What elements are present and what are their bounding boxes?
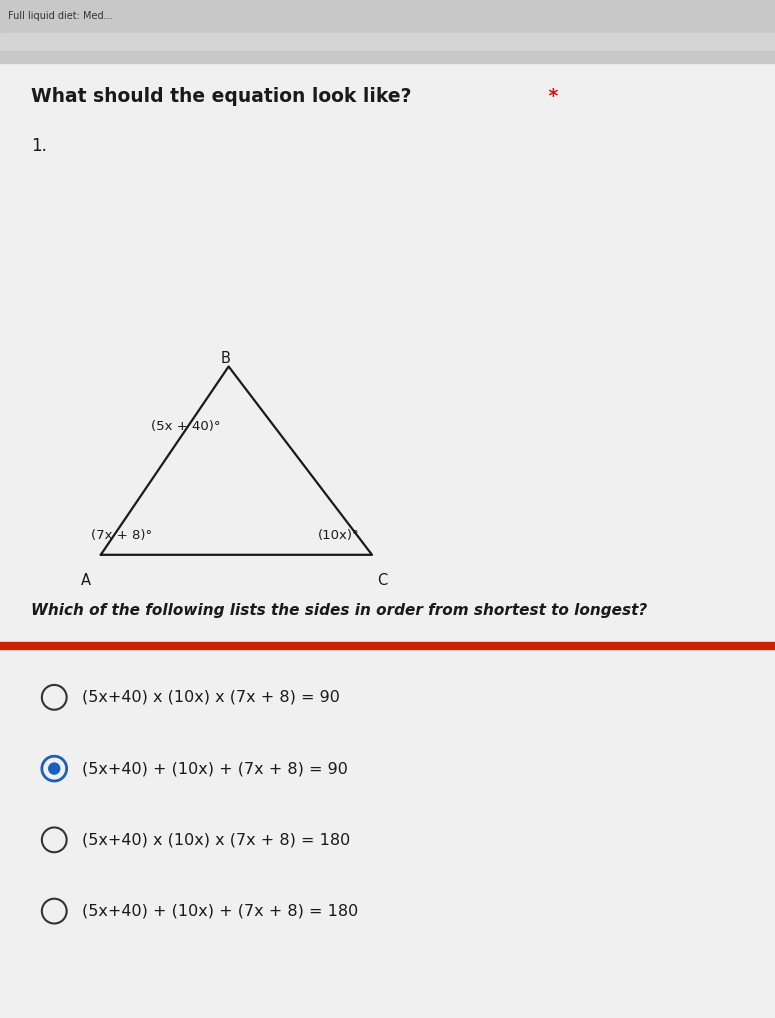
Text: B: B xyxy=(221,351,231,366)
Text: (5x+40) + (10x) + (7x + 8) = 180: (5x+40) + (10x) + (7x + 8) = 180 xyxy=(82,904,358,918)
Text: (5x+40) x (10x) x (7x + 8) = 180: (5x+40) x (10x) x (7x + 8) = 180 xyxy=(82,833,350,847)
Text: *: * xyxy=(542,87,559,106)
Ellipse shape xyxy=(48,762,60,775)
Text: (5x + 40)°: (5x + 40)° xyxy=(151,419,221,433)
Text: (7x + 8)°: (7x + 8)° xyxy=(91,528,153,542)
Bar xyxy=(0,51,775,63)
Text: (5x+40) x (10x) x (7x + 8) = 90: (5x+40) x (10x) x (7x + 8) = 90 xyxy=(82,690,340,704)
Text: A: A xyxy=(81,573,91,588)
Text: (5x+40) + (10x) + (7x + 8) = 90: (5x+40) + (10x) + (7x + 8) = 90 xyxy=(82,761,348,776)
Text: Which of the following lists the sides in order from shortest to longest?: Which of the following lists the sides i… xyxy=(31,603,647,618)
Bar xyxy=(0,0,775,33)
Bar xyxy=(0,33,775,51)
Text: What should the equation look like?: What should the equation look like? xyxy=(31,87,412,106)
Text: Full liquid diet: Med...: Full liquid diet: Med... xyxy=(8,11,112,21)
Text: (10x)°: (10x)° xyxy=(318,528,360,542)
Text: C: C xyxy=(377,573,388,588)
Text: 1.: 1. xyxy=(31,137,46,156)
